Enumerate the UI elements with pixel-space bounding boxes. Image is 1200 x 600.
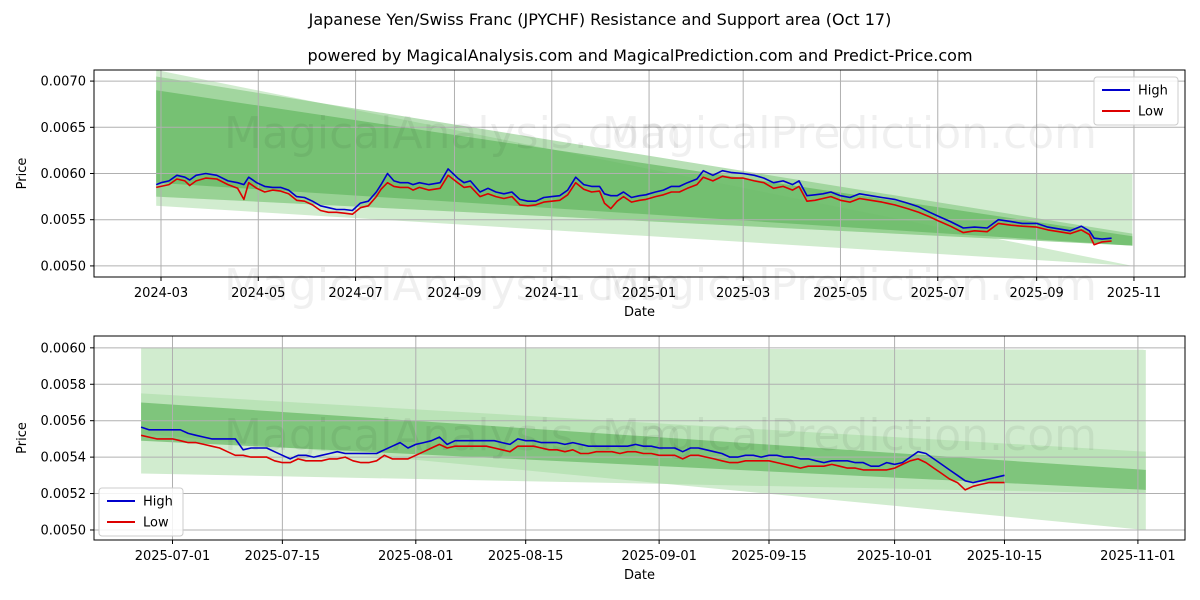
watermark-text: MagicalAnalysis.com [224,260,682,311]
y-tick-label: 0.0052 [41,487,87,502]
x-tick-label: 2025-07 [911,286,965,301]
x-tick-label: 2025-09-15 [731,549,807,564]
y-tick-label: 0.0050 [41,523,87,538]
y-tick-label: 0.0060 [41,341,87,356]
x-tick-label: 2025-08-15 [488,549,564,564]
y-axis-label: Price [15,422,30,454]
x-tick-label: 2024-09 [427,286,481,301]
watermark-text: MagicalPrediction.com [602,410,1097,461]
x-tick-label: 2025-05 [813,286,867,301]
y-tick-label: 0.0058 [41,378,87,393]
band-group [156,70,1133,266]
chart-title: Japanese Yen/Swiss Franc (JPYCHF) Resist… [308,10,892,29]
x-tick-label: 2025-07-15 [245,549,321,564]
watermark-text: MagicalPrediction.com [602,260,1097,311]
y-tick-label: 0.0065 [41,121,87,136]
x-axis-label: Date [624,305,655,320]
plot-frame [93,335,1186,541]
x-tick-label: 2025-10-15 [967,549,1043,564]
y-axis-label: Price [15,158,30,190]
y-tick-label: 0.0056 [41,414,87,429]
series-line-high [140,426,1005,484]
bottom-panel: MagicalAnalysis.comMagicalPrediction.com… [15,335,1186,583]
y-tick-label: 0.0055 [41,213,87,228]
y-tick-label: 0.0060 [41,167,87,182]
x-axis-label: Date [624,568,655,583]
series-line-high [155,168,1112,240]
y-tick-label: 0.0050 [41,259,87,274]
x-tick-label: 2024-05 [231,286,285,301]
watermark-text: MagicalPrediction.com [602,108,1097,159]
x-tick-label: 2025-11-01 [1100,549,1176,564]
watermark-text: MagicalAnalysis.com [224,108,682,159]
series-line-low [140,434,1005,491]
legend-label-high: High [143,495,173,510]
x-tick-label: 2024-07 [328,286,382,301]
x-tick-label: 2025-09 [1009,286,1063,301]
x-tick-label: 2024-11 [525,286,579,301]
x-tick-label: 2025-07-01 [135,549,211,564]
x-tick-label: 2025-11 [1107,286,1161,301]
top-panel: MagicalAnalysis.comMagicalPrediction.com… [15,69,1186,320]
series-line-low [156,174,1112,246]
series-group [155,168,1112,246]
x-tick-label: 2025-01 [622,286,676,301]
legend-label-low: Low [1138,105,1164,120]
x-tick-label: 2025-10-01 [857,549,933,564]
x-tick-label: 2024-03 [134,286,188,301]
x-tick-label: 2025-09-01 [621,549,697,564]
support-resistance-band [156,90,1133,246]
legend-label-high: High [1138,84,1168,99]
y-tick-label: 0.0070 [41,75,87,90]
series-group [140,426,1005,491]
x-tick-label: 2025-03 [716,286,770,301]
chart-subtitle: powered by MagicalAnalysis.com and Magic… [307,46,972,65]
x-tick-label: 2025-08-01 [378,549,454,564]
legend-label-low: Low [143,516,169,531]
y-tick-label: 0.0054 [41,451,87,466]
legend: High Low [98,487,184,537]
legend: High Low [1093,76,1179,126]
